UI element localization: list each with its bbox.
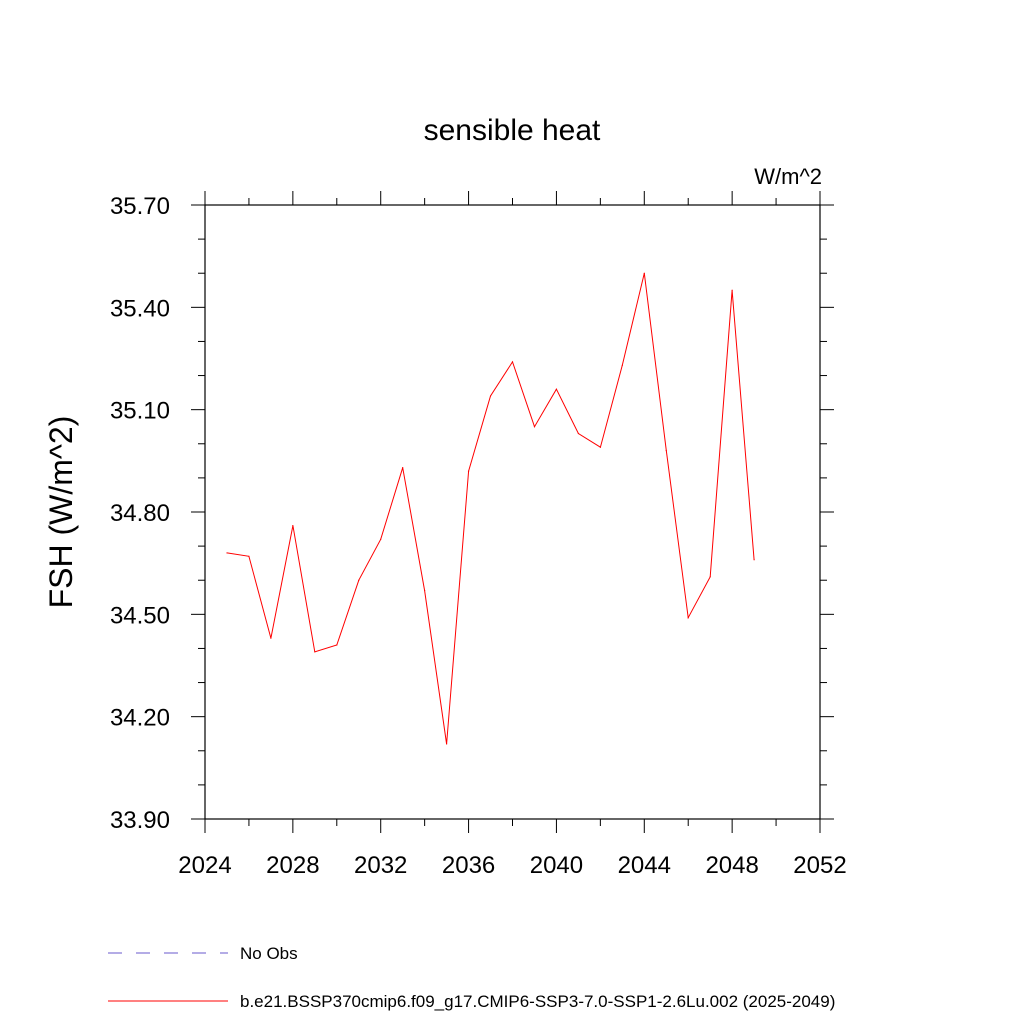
axis-tick-labels: 2024 2028 2032 2036 2040 2044 2048 2052 33.90 34.…	[110, 193, 847, 879]
x-tick-label: 2052	[793, 852, 846, 879]
y-tick-label: 34.20	[110, 705, 170, 732]
y-tick-label: 33.90	[110, 807, 170, 834]
y-tick-label: 35.10	[110, 398, 170, 425]
data-point	[533, 426, 536, 428]
x-tick-label: 2032	[354, 852, 407, 879]
data-point	[555, 388, 558, 390]
y-tick-label: 34.80	[110, 500, 170, 527]
data-point	[248, 555, 250, 557]
plot-frame	[204, 204, 821, 820]
data-point	[424, 589, 426, 592]
data-point	[446, 743, 448, 745]
data-point	[665, 450, 667, 452]
data-point	[380, 538, 382, 540]
data-point	[270, 637, 272, 639]
x-tick-label: 2044	[618, 852, 671, 879]
x-tick-label: 2048	[705, 852, 758, 879]
data-point	[731, 289, 733, 291]
axis-ticks	[191, 191, 834, 833]
data-point	[226, 552, 228, 554]
series-layer	[226, 272, 755, 745]
data-point	[753, 559, 755, 561]
data-point	[358, 579, 360, 581]
data-point	[336, 644, 338, 646]
data-point	[314, 651, 316, 653]
legend-label-model: b.e21.BSSP370cmip6.f09_g17.CMIP6-SSP3-7.…	[240, 992, 835, 1011]
legend: No Obs b.e21.BSSP370cmip6.f09_g17.CMIP6-…	[108, 944, 835, 1011]
data-point	[511, 361, 514, 363]
data-point	[599, 446, 601, 448]
legend-label-no-obs: No Obs	[240, 944, 298, 963]
y-tick-label: 34.50	[110, 602, 170, 629]
data-point	[402, 467, 404, 469]
x-tick-label: 2040	[530, 852, 583, 879]
data-point	[709, 576, 711, 578]
y-axis-label: FSH (W/m^2)	[43, 416, 79, 609]
units-label: W/m^2	[754, 164, 822, 189]
data-point	[687, 617, 689, 619]
data-point	[643, 272, 645, 274]
x-tick-label: 2024	[178, 852, 231, 879]
data-point	[489, 395, 492, 397]
y-tick-label: 35.70	[110, 193, 170, 220]
data-point	[467, 470, 470, 472]
chart-title: sensible heat	[424, 114, 601, 147]
y-tick-label: 35.40	[110, 295, 170, 322]
data-point	[292, 525, 294, 527]
data-point	[621, 364, 623, 366]
data-point	[577, 432, 579, 435]
x-tick-label: 2036	[442, 852, 495, 879]
series-line-0	[226, 273, 755, 745]
x-tick-label: 2028	[266, 852, 319, 879]
